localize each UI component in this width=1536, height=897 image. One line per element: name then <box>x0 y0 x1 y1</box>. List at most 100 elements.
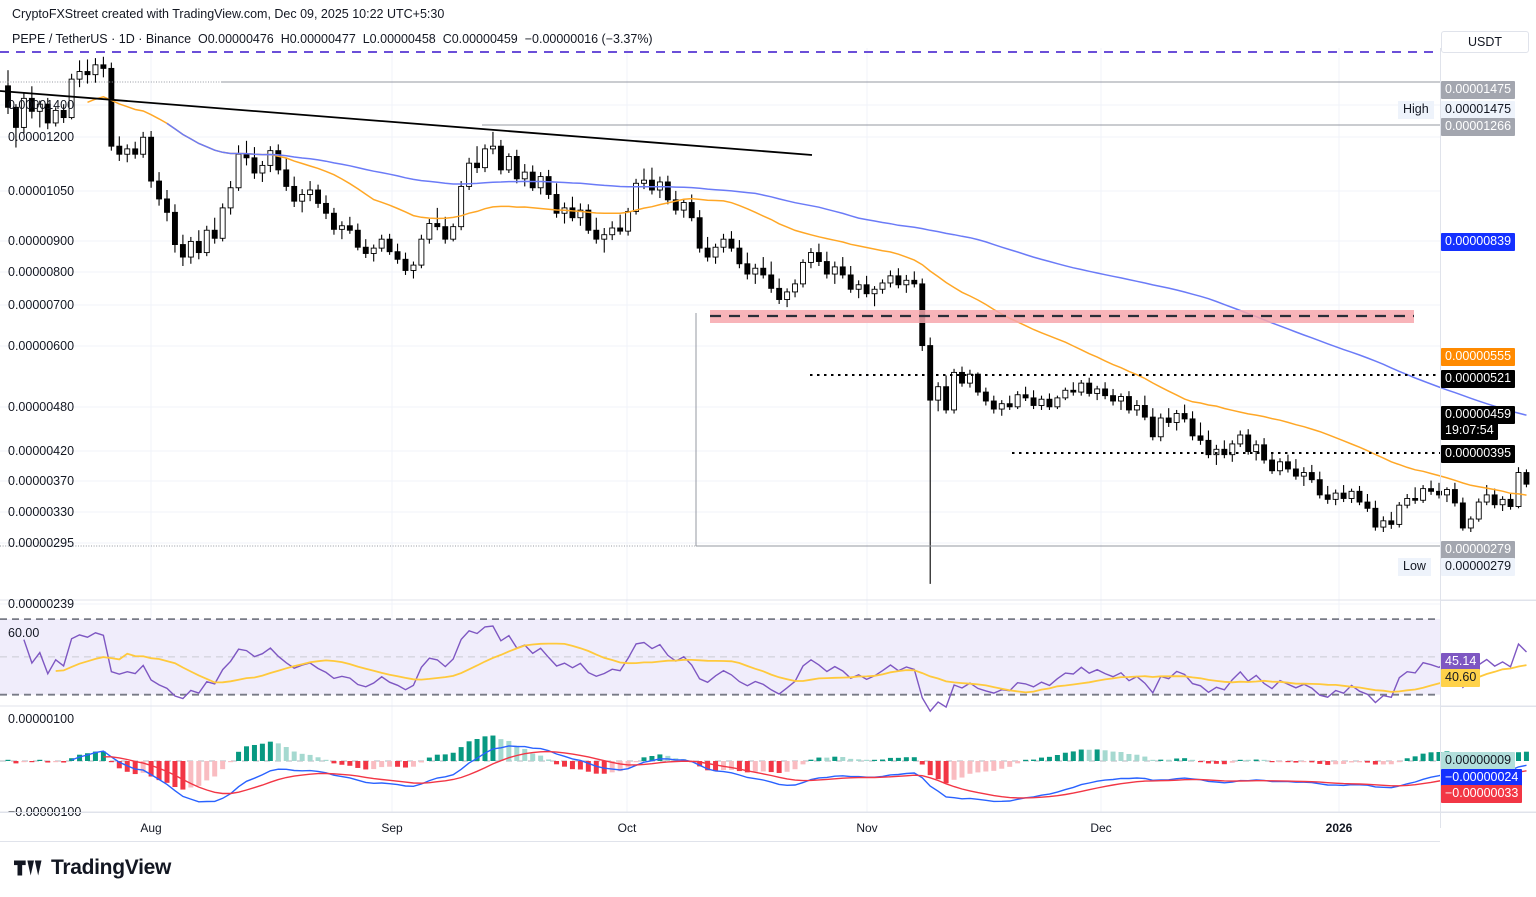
price-tag[interactable]: 0.00000279 <box>1441 541 1516 559</box>
macd-histogram-bar <box>1516 752 1521 761</box>
price-tick-label: 0.00000330 <box>8 505 75 519</box>
macd-histogram-bar <box>872 759 878 761</box>
candle-body <box>672 199 679 211</box>
macd-histogram-bar <box>450 752 456 761</box>
macd-histogram-bar <box>776 761 782 773</box>
candle-body <box>1507 498 1514 507</box>
candle-body <box>44 103 51 124</box>
time-tick-label: Oct <box>617 821 637 835</box>
candle-body <box>1078 382 1085 393</box>
candle-body <box>1141 405 1148 418</box>
candle-body <box>1189 418 1196 437</box>
candle-body <box>1054 397 1061 408</box>
price-tag[interactable]: 0.00000279 <box>1441 558 1516 576</box>
time-scale[interactable]: Aug Sep Oct Nov Dec 2026 <box>0 812 1440 842</box>
macd-histogram-bar <box>1142 756 1148 761</box>
macd-histogram-bar <box>1015 761 1021 764</box>
legend-symbol[interactable]: PEPE / TetherUS · 1D · Binance <box>12 32 192 46</box>
macd-histogram-bar <box>291 751 297 761</box>
price-tag[interactable]: 0.00000555 <box>1441 348 1516 366</box>
macd-histogram-bar <box>204 761 210 781</box>
axis-separator <box>1440 812 1536 813</box>
price-tag[interactable]: 0.00001266 <box>1441 118 1516 136</box>
chart-legend: PEPE / TetherUS · 1D · Binance O0.000004… <box>12 32 653 46</box>
macd-histogram-bar <box>339 761 345 765</box>
candle-body <box>331 212 337 230</box>
candle-body <box>100 64 107 69</box>
price-tick-label: 0.00000370 <box>8 474 75 488</box>
price-tag[interactable]: 0.00000521 <box>1441 370 1516 388</box>
macd-histogram-bar <box>403 761 408 768</box>
macd-histogram-bar <box>1349 761 1355 763</box>
price-tag[interactable]: 0.00001475 <box>1441 101 1516 119</box>
candle-body <box>1396 504 1403 525</box>
candle-body <box>1237 434 1244 445</box>
macd-tag[interactable]: −0.00000024 <box>1441 769 1523 787</box>
macd-histogram-bar <box>236 751 242 761</box>
candle-body <box>466 162 473 187</box>
macd-histogram-bar <box>1086 749 1092 761</box>
rsi-tag[interactable]: 40.60 <box>1441 669 1481 687</box>
candle-body <box>990 400 997 410</box>
candle-body <box>664 181 671 201</box>
candle-body <box>1125 396 1132 411</box>
macd-tag[interactable]: −0.00000033 <box>1441 785 1523 803</box>
chart-svg[interactable] <box>0 48 1536 828</box>
rsi-ma-line <box>55 642 1527 694</box>
candle-body <box>712 246 719 258</box>
macd-histogram-bar <box>371 761 377 770</box>
candle-body <box>943 386 950 411</box>
macd-histogram-bar <box>92 751 98 761</box>
candle-body <box>315 189 321 204</box>
candle-body <box>1181 413 1188 420</box>
rsi-tag[interactable]: 45.14 <box>1441 653 1481 671</box>
candle-body <box>545 176 552 195</box>
macd-histogram-bar <box>283 747 289 761</box>
price-tag[interactable]: 0.00000839 <box>1441 233 1516 251</box>
macd-histogram-bar <box>1158 759 1164 761</box>
price-tick-label: 0.00000800 <box>8 265 75 279</box>
candle-body <box>839 266 846 276</box>
macd-histogram-bar <box>1118 752 1124 761</box>
candle-body <box>1483 494 1490 503</box>
candle-body <box>1110 395 1117 402</box>
candle-body <box>720 238 727 248</box>
candle-body <box>442 226 449 240</box>
price-tag[interactable]: 0.00001475 <box>1441 81 1516 99</box>
time-tick-label: Sep <box>381 821 403 835</box>
macd-histogram-bar <box>768 761 774 773</box>
candle-body <box>895 275 902 286</box>
macd-histogram-bar <box>911 757 917 761</box>
candle-body <box>267 150 274 166</box>
legend-open: O0.00000476 <box>197 32 274 46</box>
candle-body <box>116 145 123 155</box>
macd-histogram-bar <box>5 759 11 761</box>
macd-histogram-bar <box>259 743 265 761</box>
candle-body <box>935 386 942 401</box>
chart-canvas[interactable] <box>0 48 1536 828</box>
macd-histogram-bar <box>1190 759 1196 761</box>
price-tag[interactable]: 0.00000395 <box>1441 445 1516 463</box>
candle-body <box>911 279 918 285</box>
candle-body <box>1499 498 1506 506</box>
macd-histogram-bar <box>307 754 313 761</box>
currency-badge[interactable]: USDT <box>1441 31 1529 53</box>
macd-histogram-bar <box>633 761 639 763</box>
price-scale[interactable] <box>1440 48 1536 828</box>
macd-histogram-bar <box>315 757 321 761</box>
macd-histogram-bar <box>562 761 567 767</box>
price-tag-countdown: 19:07:54 <box>1441 422 1498 440</box>
macd-histogram-bar <box>1253 759 1259 761</box>
candle-body <box>402 258 409 271</box>
price-tag[interactable]: 0.00000459 <box>1441 406 1516 424</box>
macd-histogram-bar <box>752 761 758 772</box>
candle-body <box>1515 472 1522 507</box>
macd-tag[interactable]: 0.00000009 <box>1441 752 1516 770</box>
macd-histogram-bar <box>244 746 249 761</box>
candle-body <box>251 157 258 174</box>
legend-change: −0.00000016 (−3.37%) <box>524 32 653 46</box>
candle-body <box>776 287 783 300</box>
candle-body <box>625 211 632 232</box>
candle-body <box>1428 488 1435 492</box>
time-tick-label: 2026 <box>1325 821 1353 835</box>
